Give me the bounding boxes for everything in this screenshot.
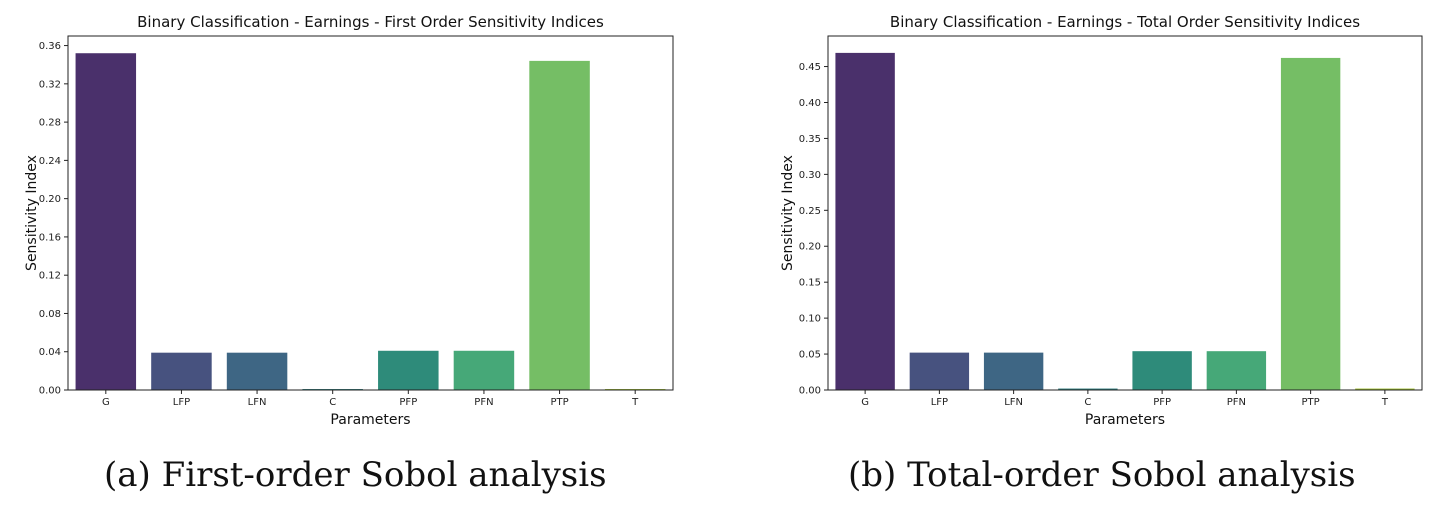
x-tick-label: PFN bbox=[474, 397, 493, 408]
y-tick-label: 0.35 bbox=[799, 134, 821, 145]
x-tick-label: PTP bbox=[1302, 397, 1320, 408]
y-tick-label: 0.05 bbox=[799, 350, 821, 361]
bar-LFN bbox=[983, 352, 1044, 390]
x-tick-label: LFP bbox=[931, 397, 948, 408]
bar-PTP bbox=[1280, 57, 1341, 390]
bar-PFN bbox=[453, 350, 515, 390]
chart-title: Binary Classification - Earnings - First… bbox=[137, 13, 604, 31]
y-tick-label: 0.16 bbox=[39, 232, 61, 243]
bar-PFP bbox=[1132, 351, 1192, 390]
bar-G bbox=[75, 53, 137, 391]
y-tick-label: 0.08 bbox=[39, 309, 61, 320]
x-tick-label: LFN bbox=[1004, 397, 1023, 408]
x-tick-label: LFN bbox=[248, 397, 267, 408]
x-tick-label: PTP bbox=[550, 397, 568, 408]
chart-title: Binary Classification - Earnings - Total… bbox=[890, 13, 1360, 31]
y-tick-label: 0.00 bbox=[799, 386, 821, 397]
y-tick-label: 0.04 bbox=[39, 347, 61, 358]
x-axis-label: Parameters bbox=[330, 412, 410, 428]
bar-PFN bbox=[1206, 351, 1267, 390]
y-tick-label: 0.12 bbox=[39, 271, 61, 282]
x-tick-label: LFP bbox=[173, 397, 190, 408]
y-axis-label: Sensitivity Index bbox=[780, 155, 796, 271]
y-tick-label: 0.32 bbox=[39, 79, 61, 90]
x-tick-label: T bbox=[631, 397, 639, 408]
x-tick-label: C bbox=[329, 397, 336, 408]
bar-PFP bbox=[378, 350, 439, 390]
bar-LFN bbox=[226, 352, 288, 390]
chart-2: G LFP LFN C PFP PFN PTP T 0.00 0.05 0.10 0.15 0.20 0.… bbox=[780, 13, 1423, 428]
axes-frame bbox=[827, 35, 1423, 391]
bar-C bbox=[1058, 388, 1118, 390]
bar-LFP bbox=[909, 352, 970, 390]
y-tick-label: 0.45 bbox=[799, 62, 821, 73]
caption-a: (a) First-order Sobol analysis bbox=[104, 455, 607, 495]
y-tick-label: 0.20 bbox=[799, 242, 821, 253]
axes-frame bbox=[67, 35, 674, 391]
x-tick-label: G bbox=[861, 397, 869, 408]
y-tick-label: 0.20 bbox=[39, 194, 61, 205]
y-tick-label: 0.25 bbox=[799, 206, 821, 217]
x-tick-label: PFP bbox=[399, 397, 417, 408]
y-tick-label: 0.40 bbox=[799, 98, 821, 109]
bar-LFP bbox=[151, 352, 212, 390]
x-tick-label: G bbox=[102, 397, 110, 408]
y-tick-label: 0.15 bbox=[799, 278, 821, 289]
y-tick-label: 0.28 bbox=[39, 118, 61, 129]
y-tick-label: 0.00 bbox=[39, 386, 61, 397]
bar-T bbox=[1355, 388, 1415, 390]
x-axis-label: Parameters bbox=[1085, 412, 1165, 428]
y-tick-label: 0.30 bbox=[799, 170, 821, 181]
y-tick-label: 0.10 bbox=[799, 314, 821, 325]
caption-b: (b) Total-order Sobol analysis bbox=[848, 455, 1356, 495]
y-tick-label: 0.36 bbox=[39, 41, 61, 52]
x-tick-label: PFP bbox=[1153, 397, 1171, 408]
y-axis-label: Sensitivity Index bbox=[24, 155, 40, 271]
x-tick-label: C bbox=[1084, 397, 1091, 408]
x-tick-label: T bbox=[1381, 397, 1389, 408]
y-tick-label: 0.24 bbox=[39, 156, 61, 167]
bar-PTP bbox=[529, 60, 590, 391]
bar-G bbox=[835, 52, 895, 391]
chart-1: G LFP LFN C PFP PFN PTP T 0.00 0.04 0.08 0.12 0.16 0.… bbox=[24, 13, 674, 428]
x-tick-label: PFN bbox=[1227, 397, 1246, 408]
